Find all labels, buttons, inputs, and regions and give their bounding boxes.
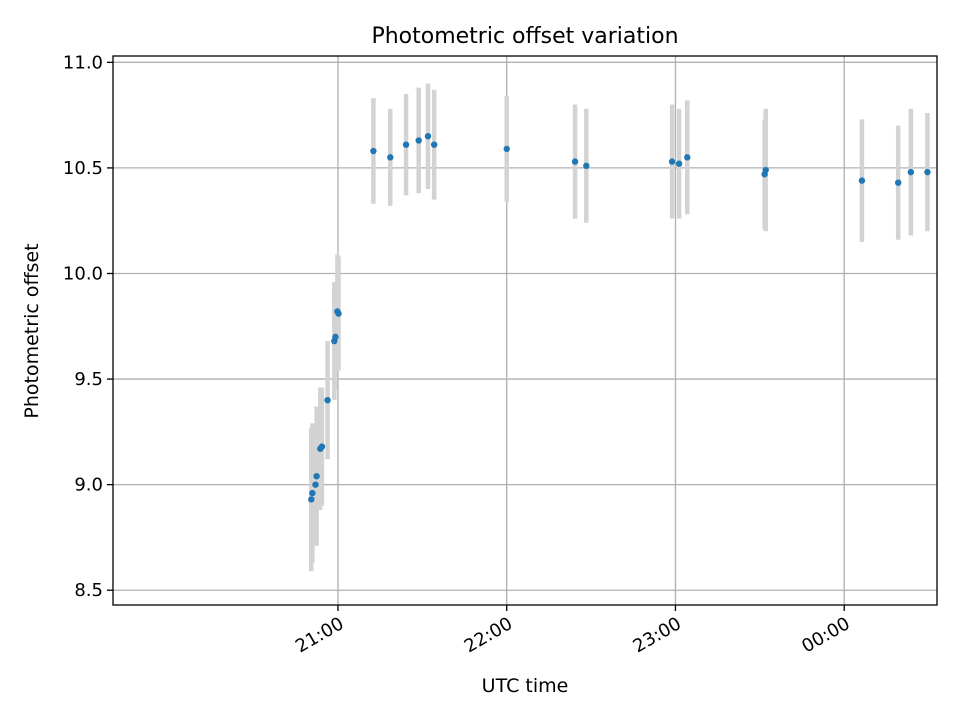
data-point [402, 141, 410, 148]
data-point [415, 137, 422, 144]
y-tick-label: 9.5 [74, 369, 103, 390]
y-axis-ticks: 8.5 9.0 9.5 10.0 10.5 11.0 [63, 52, 113, 601]
data-point [332, 333, 339, 341]
data-point [309, 489, 316, 497]
y-tick-label: 8.5 [74, 580, 103, 601]
data-point [318, 443, 326, 450]
y-axis-label: Photometric offset [21, 243, 43, 418]
gridlines [113, 56, 937, 605]
data-point [312, 481, 319, 488]
data-point [762, 166, 769, 174]
plot-area [113, 56, 937, 605]
data-point [313, 472, 320, 480]
data-point [668, 158, 676, 165]
data-point [675, 160, 683, 167]
x-axis-label: UTC time [482, 675, 569, 697]
data-point [324, 396, 331, 404]
data-point [583, 162, 590, 169]
data-point [424, 133, 432, 140]
data-point [430, 141, 438, 148]
chart-title: Photometric offset variation [371, 24, 678, 49]
y-tick-label: 9.0 [74, 475, 103, 496]
data-points [308, 133, 931, 503]
y-tick-label: 11.0 [63, 52, 103, 73]
data-point [503, 145, 510, 153]
data-point [907, 168, 915, 176]
y-tick-label: 10.5 [63, 158, 103, 179]
y-tick-label: 10.0 [63, 263, 103, 284]
data-point [370, 147, 377, 155]
data-point [684, 154, 691, 161]
data-point [924, 168, 931, 176]
data-point [335, 310, 342, 317]
data-point [308, 496, 315, 503]
data-point [571, 158, 579, 165]
data-point [858, 177, 866, 184]
plot-frame [112, 55, 938, 606]
data-point [894, 179, 902, 186]
data-point [387, 154, 394, 161]
